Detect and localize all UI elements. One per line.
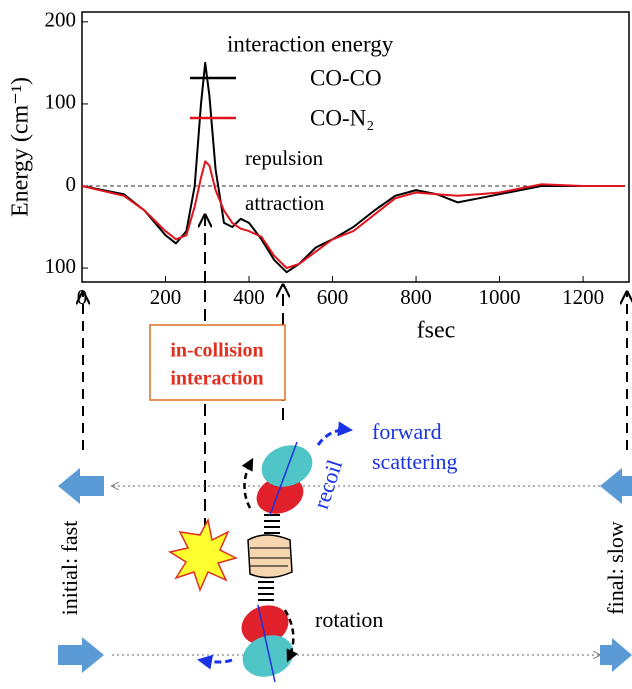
y-tick-label: 0 (66, 172, 77, 196)
label: initial: fast (57, 521, 82, 616)
arrow (283, 609, 298, 663)
y-tick-label: 100 (45, 254, 77, 278)
hatch (258, 514, 280, 601)
y-axis-label: Energy (cm⁻¹) (8, 77, 34, 217)
y-tick-label: 100 (45, 90, 77, 114)
label: final: slow (603, 521, 628, 615)
fist (247, 534, 293, 579)
plot-frame (81, 11, 630, 283)
legend-title: interaction energy (227, 31, 394, 56)
x-tick-label: 800 (400, 285, 432, 309)
axis-line (257, 604, 276, 683)
label: rotation (315, 607, 383, 632)
arrow (197, 654, 233, 670)
arrow (241, 457, 254, 509)
atom (256, 476, 304, 514)
annotation: repulsion (245, 146, 324, 170)
chart: 1000100200020040060080010001200Energy (c… (8, 8, 630, 344)
axis-line (269, 441, 298, 516)
x-tick-label: 1200 (562, 285, 604, 309)
series-line (81, 160, 625, 269)
label: forward (372, 419, 442, 444)
atom (241, 605, 289, 645)
arrow-block (600, 638, 632, 672)
series-line (81, 61, 625, 274)
fist (250, 547, 290, 567)
y-tick-label: 200 (45, 8, 77, 32)
diagram: in-collision interaction forward scatter… (57, 215, 632, 683)
label: recoil (308, 457, 347, 512)
annotation: attraction (245, 191, 325, 215)
x-tick-label: 1000 (479, 285, 521, 309)
x-tick-label: 600 (317, 285, 349, 309)
box (149, 324, 286, 401)
atom (261, 445, 313, 487)
box-text: in-collision (170, 340, 263, 362)
arrow-block (58, 637, 104, 673)
arrow-block (600, 468, 632, 504)
label: scattering (372, 449, 458, 474)
legend-label: CO-CO (310, 65, 382, 90)
x-tick-label: 400 (233, 285, 265, 309)
x-tick-label: 200 (150, 285, 182, 309)
arrow-block (58, 468, 104, 504)
legend-label: CO-N₂ (310, 105, 374, 130)
burst (168, 517, 239, 593)
box-text: interaction (170, 368, 263, 390)
x-axis-label: fsec (417, 318, 456, 344)
atom (242, 635, 294, 677)
arrow (316, 421, 353, 446)
